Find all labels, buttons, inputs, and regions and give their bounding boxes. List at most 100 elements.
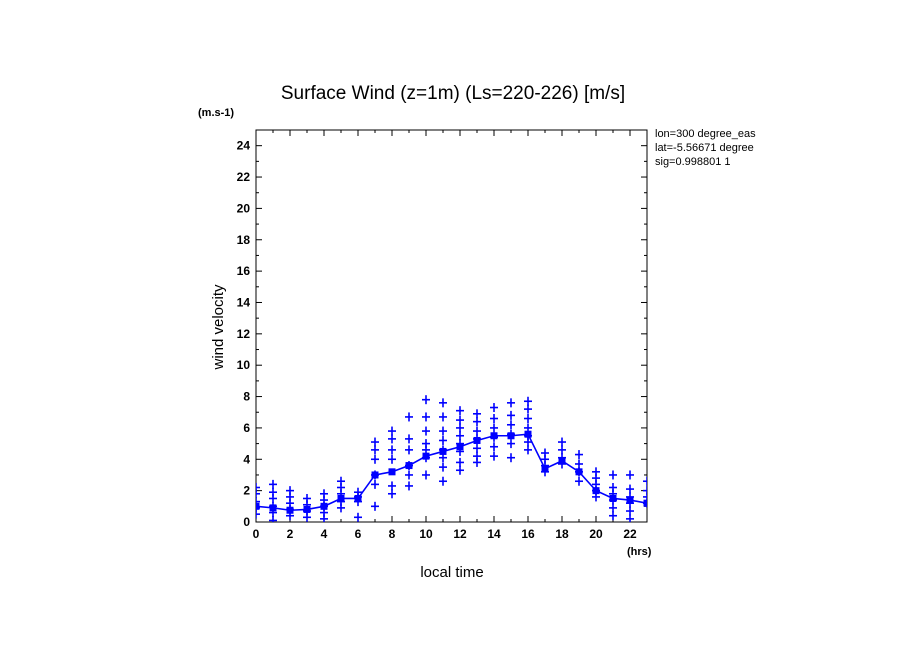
data-layer <box>256 395 647 522</box>
sample-point <box>256 483 260 493</box>
x-axis-label: local time <box>420 564 483 581</box>
sample-point <box>371 501 379 511</box>
sample-point <box>490 414 498 424</box>
sample-point <box>507 410 515 420</box>
sample-point <box>473 443 481 453</box>
sample-point <box>473 417 481 427</box>
sample-point <box>490 432 498 442</box>
sample-point <box>643 498 647 508</box>
info-block: lon=300 degree_eas lat=-5.56671 degree s… <box>655 128 756 168</box>
sample-point <box>626 506 634 516</box>
sample-point <box>439 476 447 486</box>
y-tick-label: 4 <box>243 452 250 466</box>
sample-point <box>439 453 447 463</box>
sample-point <box>405 412 413 422</box>
sample-point <box>524 414 532 424</box>
sample-point <box>643 492 647 502</box>
sample-point <box>388 454 396 464</box>
sample-point <box>524 445 532 455</box>
sample-point <box>490 442 498 452</box>
sample-point <box>256 503 260 513</box>
x-tick-label: 20 <box>589 527 603 541</box>
mean-point <box>388 468 396 476</box>
y-tick-label: 12 <box>237 327 251 341</box>
sample-point <box>626 498 634 508</box>
sample-point <box>575 450 583 460</box>
x-tick-label: 4 <box>321 527 328 541</box>
sample-point <box>269 493 277 503</box>
sample-point <box>354 497 362 507</box>
sample-point <box>507 439 515 449</box>
sample-point <box>405 434 413 444</box>
sample-point <box>422 426 430 436</box>
x-tick-label: 16 <box>521 527 535 541</box>
sample-point <box>286 511 294 521</box>
x-tick-label: 2 <box>287 527 294 541</box>
sample-point <box>456 431 464 441</box>
sample-point <box>558 459 566 469</box>
sample-point <box>558 437 566 447</box>
sample-point <box>256 497 260 507</box>
sample-point <box>609 495 617 505</box>
sample-point <box>422 445 430 455</box>
sample-point <box>643 486 647 496</box>
x-tick-label: 8 <box>389 527 396 541</box>
sample-point <box>456 439 464 449</box>
sample-point <box>371 479 379 489</box>
sample-point <box>490 423 498 433</box>
sample-point <box>490 403 498 413</box>
sample-point <box>541 467 549 477</box>
sample-point <box>337 503 345 513</box>
y-tick-label: 8 <box>243 390 250 404</box>
sample-point <box>456 457 464 467</box>
sample-point <box>320 514 328 522</box>
sample-point <box>388 489 396 499</box>
y-tick-label: 2 <box>243 484 250 498</box>
sample-point <box>575 467 583 477</box>
sample-point <box>626 514 634 522</box>
sample-point <box>609 511 617 521</box>
sample-point <box>439 445 447 455</box>
sample-point <box>456 446 464 456</box>
y-axis-label: wind velocity <box>210 284 227 371</box>
sample-point <box>643 476 647 486</box>
sample-point <box>269 515 277 522</box>
sample-point <box>626 484 634 494</box>
sample-point <box>473 426 481 436</box>
sample-point <box>575 476 583 486</box>
y-tick-label: 20 <box>237 201 251 215</box>
sample-point <box>456 406 464 416</box>
sample-point <box>507 453 515 463</box>
x-tick-label: 0 <box>253 527 260 541</box>
sample-point <box>269 508 277 518</box>
y-tick-label: 6 <box>243 421 250 435</box>
sample-point <box>558 445 566 455</box>
sample-point <box>456 415 464 425</box>
sample-point <box>473 409 481 419</box>
series-group <box>256 395 647 522</box>
sample-point <box>439 412 447 422</box>
y-tick-label: 24 <box>237 139 251 153</box>
sample-point <box>439 398 447 408</box>
sample-point <box>439 435 447 445</box>
sample-point <box>388 434 396 444</box>
sample-point <box>337 489 345 499</box>
y-tick-label: 22 <box>237 170 251 184</box>
info-lon: lon=300 degree_eas <box>655 128 756 140</box>
sample-point <box>473 434 481 444</box>
sample-point <box>507 398 515 408</box>
y-tick-label: 14 <box>237 295 251 309</box>
sample-point <box>490 451 498 461</box>
info-lat: lat=-5.56671 degree <box>655 142 754 154</box>
sample-point <box>371 470 379 480</box>
sample-point <box>354 512 362 522</box>
sample-point <box>303 512 311 522</box>
x-tick-label: 14 <box>487 527 501 541</box>
mean-point <box>256 502 260 510</box>
sample-point <box>405 470 413 480</box>
y-tick-label: 0 <box>243 515 250 529</box>
sample-point <box>422 453 430 463</box>
sample-point <box>626 470 634 480</box>
